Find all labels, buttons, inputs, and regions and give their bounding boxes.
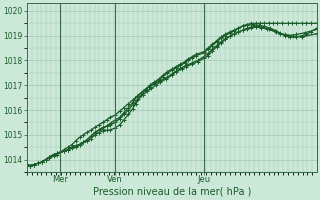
X-axis label: Pression niveau de la mer( hPa ): Pression niveau de la mer( hPa )	[92, 187, 251, 197]
